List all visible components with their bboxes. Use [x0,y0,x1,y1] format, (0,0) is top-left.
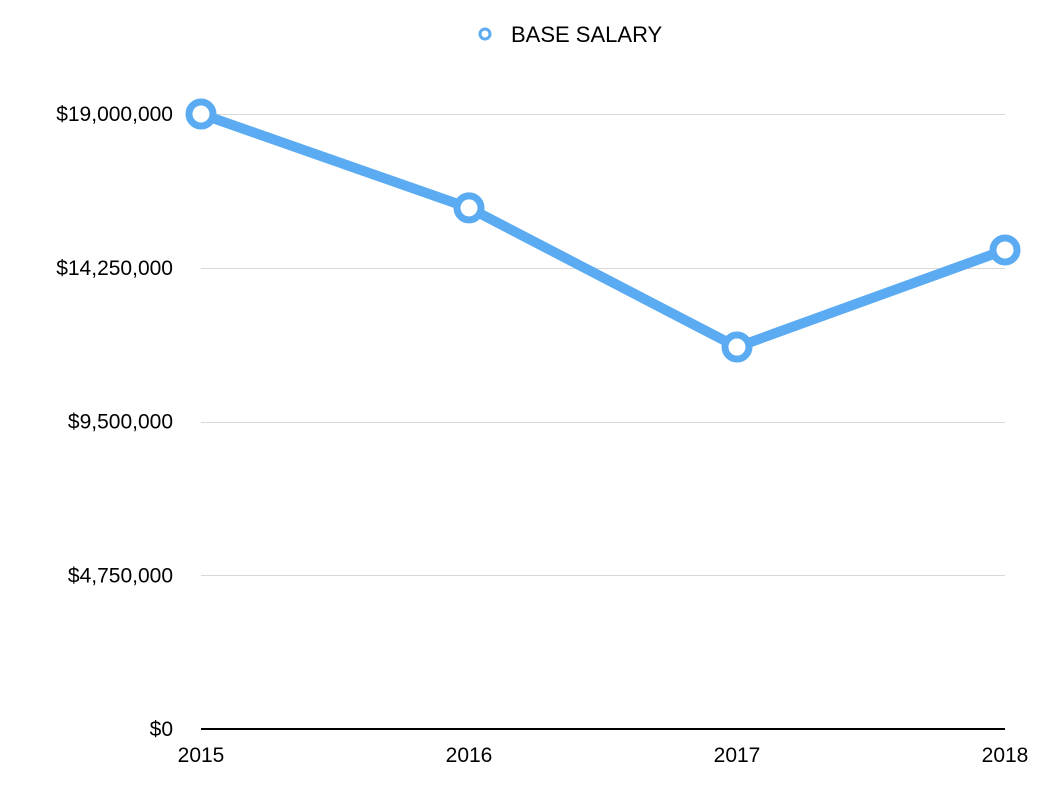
y-tick-label: $19,000,000 [56,103,173,126]
x-tick-label: 2017 [714,744,761,767]
data-point-2018 [989,234,1021,266]
series-layer [185,98,1021,363]
legend-label-base-salary: BASE SALARY [511,22,663,47]
x-axis-tick-labels: 2015 2016 2017 2018 [178,744,1029,767]
data-point-2015 [185,98,217,130]
x-tick-label: 2016 [446,744,493,767]
legend: BASE SALARY [478,22,663,47]
y-tick-label: $9,500,000 [68,411,173,434]
y-tick-label: $0 [150,718,173,741]
x-tick-label: 2018 [982,744,1029,767]
series-line-base-salary [196,109,1010,353]
y-axis-tick-labels: $0 $4,750,000 $9,500,000 $14,250,000 $19,000… [56,103,173,741]
data-point-2016 [453,192,485,224]
data-point-2017 [721,331,753,363]
x-tick-label: 2015 [178,744,225,767]
legend-marker-base-salary [478,27,492,41]
gridlines [201,114,1005,576]
y-tick-label: $4,750,000 [68,564,173,587]
y-tick-label: $14,250,000 [56,257,173,280]
